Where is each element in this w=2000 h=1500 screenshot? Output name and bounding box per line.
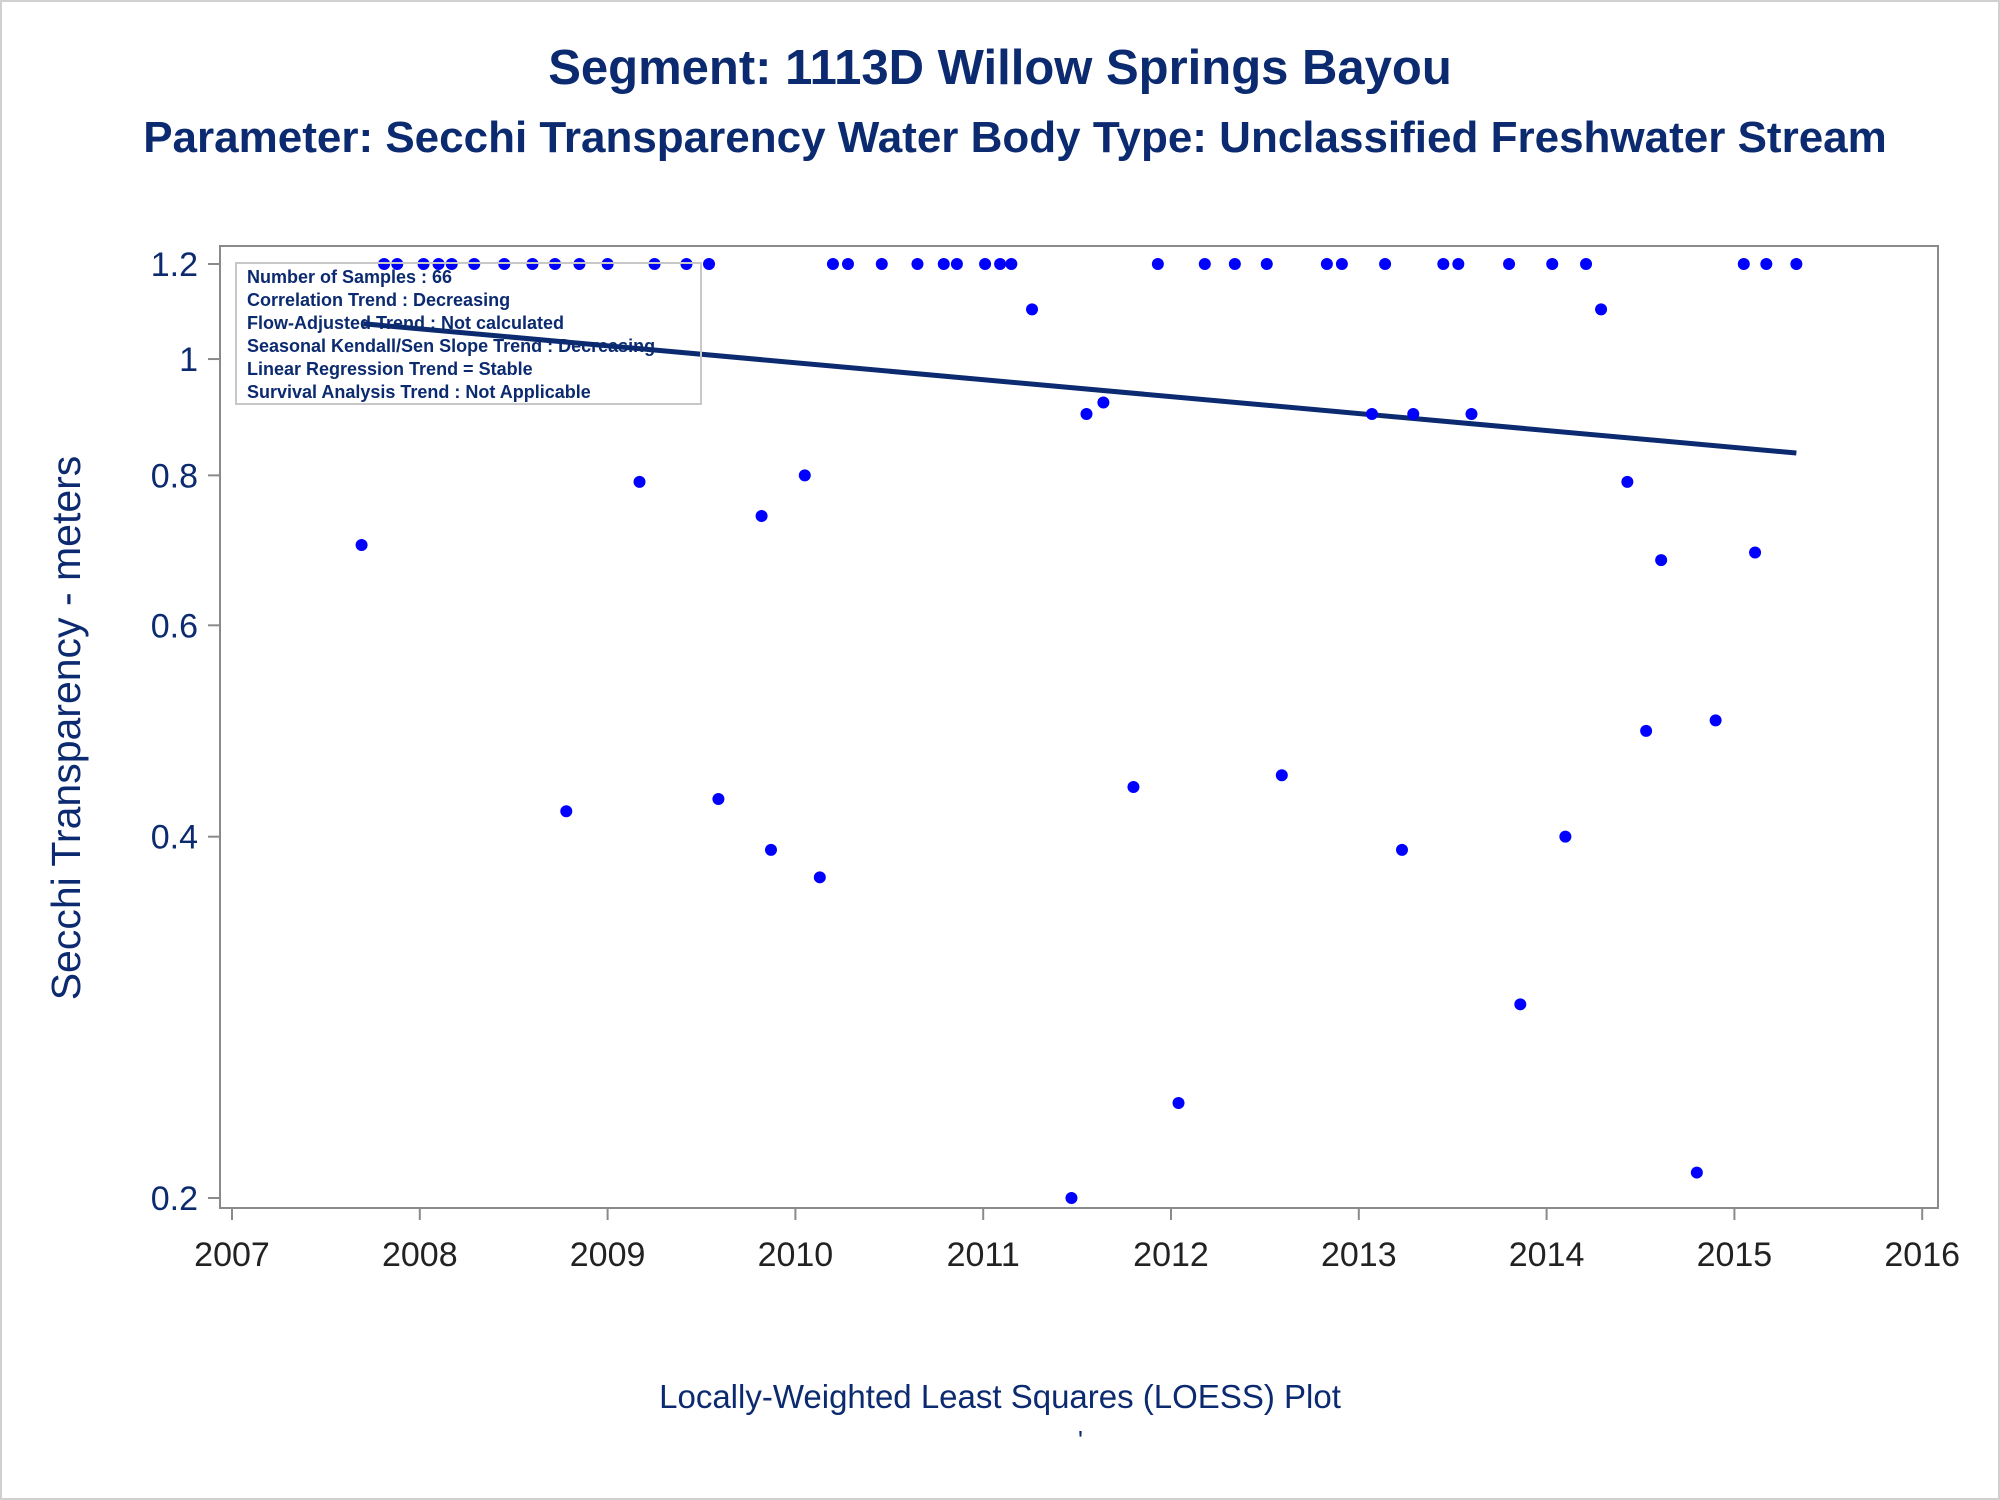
chart-title: Segment: 1113D Willow Springs Bayou: [548, 41, 1452, 95]
x-tick-label: 2012: [1133, 1236, 1209, 1274]
data-point: [1709, 714, 1722, 727]
x-tick-label: 2016: [1884, 1236, 1960, 1274]
data-point: [1749, 546, 1762, 559]
x-tick-label: 2015: [1697, 1236, 1773, 1274]
data-point: [798, 469, 811, 482]
data-point: [1655, 554, 1668, 567]
x-tick-label: 2009: [570, 1236, 646, 1274]
y-tick-label: 0.8: [151, 457, 198, 495]
data-point: [1559, 830, 1572, 843]
data-point: [1760, 258, 1773, 270]
data-point: [755, 509, 768, 522]
data-point: [1151, 258, 1164, 270]
data-point: [1198, 258, 1211, 270]
data-point: [1452, 258, 1465, 270]
data-point: [764, 843, 777, 856]
data-point: [1690, 1166, 1703, 1179]
y-axis: 0.2 0.4 0.6 0.8 1 1.2: [151, 246, 220, 1218]
data-point: [979, 258, 992, 270]
data-point: [911, 258, 924, 270]
data-point: [1503, 258, 1516, 270]
data-point: [1080, 407, 1093, 420]
trend-summary-line: Survival Analysis Trend : Not Applicable: [247, 382, 591, 402]
data-point: [355, 538, 368, 551]
data-point: [1514, 998, 1527, 1011]
data-point: [813, 871, 826, 884]
trend-summary-border: [235, 262, 702, 405]
plot-border: [219, 245, 1939, 1209]
data-point: [994, 258, 1007, 270]
data-point: [1065, 1192, 1078, 1204]
data-point: [1737, 258, 1750, 270]
data-point: [1365, 407, 1378, 420]
data-point: [1395, 843, 1408, 856]
x-tick-label: 2013: [1321, 1236, 1397, 1274]
data-point: [937, 258, 950, 270]
data-point: [1275, 769, 1288, 782]
data-point: [1005, 258, 1018, 270]
data-point: [1379, 258, 1392, 270]
loess-trend-line: [363, 321, 1797, 456]
data-point: [1621, 475, 1634, 488]
data-point: [1546, 258, 1559, 270]
plot-area: [219, 245, 1939, 1209]
footnote: Locally-Weighted Least Squares (LOESS) P…: [659, 1378, 1341, 1415]
data-point: [1097, 396, 1110, 409]
data-point: [1790, 258, 1803, 270]
trend-summary-line: Linear Regression Trend = Stable: [247, 359, 533, 379]
y-axis-label: Secchi Transparency - meters: [43, 456, 89, 1001]
data-point: [1595, 303, 1608, 316]
data-point: [560, 805, 573, 818]
data-point: [1465, 407, 1478, 420]
x-axis: 2007 2008 2009 2010 2011 2012 2013 2014 2015 2016: [194, 1208, 1960, 1274]
data-point: [875, 258, 888, 270]
trend-summary-line: Flow-Adjusted Trend : Not calculated: [247, 313, 564, 333]
data-point: [633, 475, 646, 488]
data-point: [826, 258, 839, 270]
data-point: [950, 258, 963, 270]
data-point: [1172, 1096, 1185, 1109]
data-point: [1335, 258, 1348, 270]
data-point: [1580, 258, 1593, 270]
chart-subtitle: Parameter: Secchi Transparency Water Bod…: [143, 113, 1887, 162]
data-point: [1228, 258, 1241, 270]
x-tick-label: 2010: [758, 1236, 834, 1274]
y-tick-label: 0.4: [151, 819, 198, 857]
trend-summary-line: Number of Samples : 66: [247, 267, 452, 287]
trend-summary-line: Seasonal Kendall/Sen Slope Trend : Decre…: [247, 336, 655, 356]
y-tick-label: 1.2: [151, 246, 198, 284]
y-tick-label: 0.6: [151, 607, 198, 645]
x-tick-label: 2014: [1509, 1236, 1585, 1274]
data-point: [841, 258, 854, 270]
x-tick-label: 2008: [382, 1236, 458, 1274]
data-point: [1320, 258, 1333, 270]
data-point: [1437, 258, 1450, 270]
data-point: [1260, 258, 1273, 270]
y-tick-label: 1: [179, 341, 198, 379]
y-tick-label: 0.2: [151, 1180, 198, 1218]
data-point: [1026, 303, 1039, 316]
data-point: [1127, 780, 1140, 793]
x-tick-label: 2011: [947, 1236, 1020, 1274]
data-point: [712, 792, 725, 805]
trend-line: [363, 321, 1797, 456]
trend-summary-line: Correlation Trend : Decreasing: [247, 290, 510, 310]
data-point: [1640, 724, 1653, 737]
trend-summary-box: Number of Samples : 66 Correlation Trend …: [235, 262, 702, 405]
data-point: [703, 258, 716, 270]
data-point: [1407, 407, 1420, 420]
footnote-mark: ': [1078, 1425, 1083, 1455]
x-tick-label: 2007: [194, 1236, 270, 1274]
